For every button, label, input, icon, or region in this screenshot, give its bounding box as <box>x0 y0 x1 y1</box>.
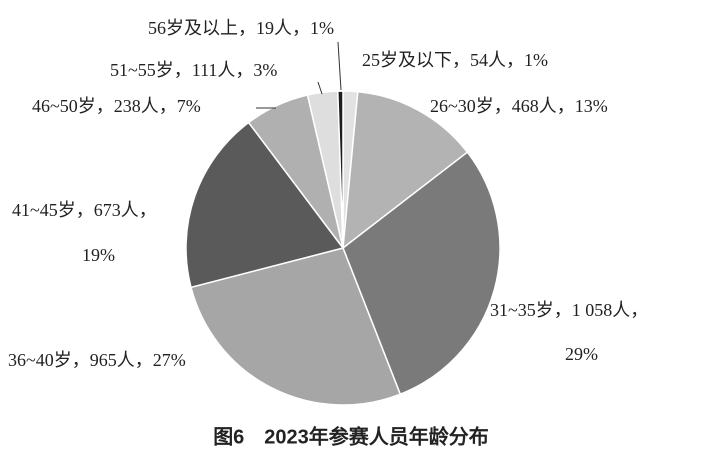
pie-slice <box>185 121 345 289</box>
slice-label: 46~50岁，238人，7% <box>32 96 201 116</box>
leader-line <box>317 81 323 95</box>
slice-label: 36~40岁，965人，27% <box>8 350 186 370</box>
pie-slice <box>342 90 469 250</box>
pie-slice <box>190 247 402 406</box>
slice-label: 29% <box>565 344 598 364</box>
slice-label: 31~35岁，1 058人， <box>490 300 648 320</box>
slice-label: 41~45岁，673人， <box>12 200 157 220</box>
slice-label: 56岁及以上，19人，1% <box>148 18 334 38</box>
slice-label: 26~30岁，468人，13% <box>430 96 608 116</box>
leader-line <box>337 41 342 91</box>
pie-slice <box>336 90 344 249</box>
slice-label: 51~55岁，111人，3% <box>110 60 277 80</box>
pie-slice <box>342 151 501 396</box>
slice-label: 19% <box>82 245 115 265</box>
slice-label: 25岁及以下，54人，1% <box>362 50 548 70</box>
chart-title: 图6 2023年参赛人员年龄分布 <box>213 424 489 448</box>
